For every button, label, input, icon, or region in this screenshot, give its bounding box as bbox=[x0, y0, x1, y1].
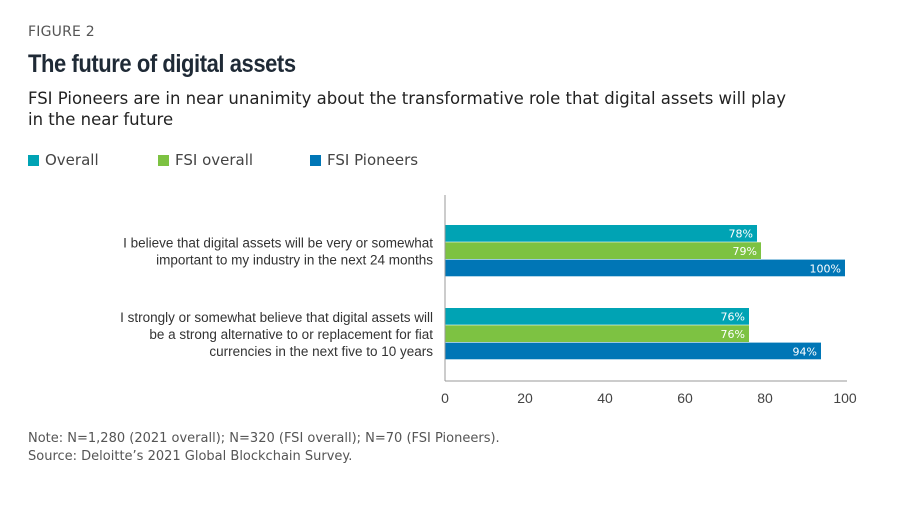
bar-fsi-pioneers bbox=[445, 259, 845, 277]
bar-fsi-pioneers bbox=[445, 342, 821, 360]
data-label: 100% bbox=[810, 262, 841, 275]
legend-swatch bbox=[310, 154, 321, 166]
legend-item-fsi-overall: FSI overall bbox=[158, 151, 253, 169]
bar-fsi-overall bbox=[445, 242, 761, 259]
data-label: 76% bbox=[721, 328, 745, 341]
legend-item-overall: Overall bbox=[28, 151, 99, 169]
bar-fsi-overall bbox=[445, 325, 749, 342]
data-label: 79% bbox=[733, 245, 757, 258]
legend-swatch bbox=[158, 154, 169, 166]
x-tick-label: 0 bbox=[441, 390, 449, 406]
category-label: important to my industry in the next 24 … bbox=[156, 252, 433, 267]
footnote: Note: N=1,280 (2021 overall); N=320 (FSI… bbox=[28, 430, 500, 466]
data-label: 78% bbox=[729, 228, 753, 241]
chart-title: The future of digital assets bbox=[28, 50, 296, 78]
x-tick-label: 60 bbox=[677, 390, 693, 406]
note-text: Note: N=1,280 (2021 overall); N=320 (FSI… bbox=[28, 431, 500, 446]
category-label: be a strong alternative to or replacemen… bbox=[149, 327, 433, 342]
category-label: I strongly or somewhat believe that digi… bbox=[120, 310, 433, 325]
legend-label: FSI overall bbox=[175, 151, 254, 169]
bar-overall bbox=[445, 308, 749, 325]
x-tick-label: 80 bbox=[757, 390, 773, 406]
data-label: 94% bbox=[793, 345, 817, 358]
x-tick-label: 100 bbox=[833, 390, 857, 406]
legend-swatch bbox=[28, 154, 39, 166]
chart-subtitle: FSI Pioneers are in near unanimity about… bbox=[28, 89, 786, 129]
category-label: currencies in the next five to 10 years bbox=[209, 344, 433, 359]
source-text: Source: Deloitte’s 2021 Global Blockchai… bbox=[28, 449, 353, 464]
data-label: 76% bbox=[721, 311, 745, 324]
category-label: I believe that digital assets will be ve… bbox=[123, 235, 433, 250]
bar-overall bbox=[445, 225, 757, 242]
legend-label: Overall bbox=[45, 151, 99, 169]
legend-label: FSI Pioneers bbox=[327, 151, 419, 169]
x-tick-label: 20 bbox=[517, 390, 533, 406]
legend-item-fsi-pioneers: FSI Pioneers bbox=[310, 151, 418, 169]
figure-label: FIGURE 2 bbox=[28, 24, 95, 40]
x-tick-label: 40 bbox=[597, 390, 613, 406]
